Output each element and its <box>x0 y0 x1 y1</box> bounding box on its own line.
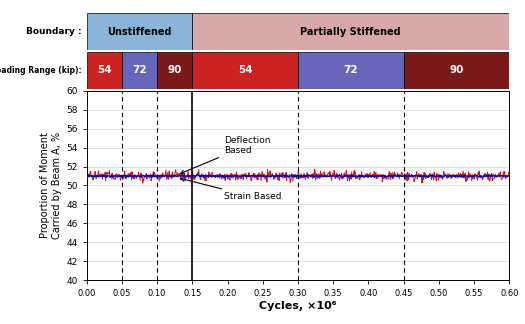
Bar <box>87 52 122 89</box>
Text: Unstiffened: Unstiffened <box>107 27 172 37</box>
X-axis label: Cycles, ×10⁶: Cycles, ×10⁶ <box>259 301 337 311</box>
Bar <box>404 52 509 89</box>
Text: Deflection
Based: Deflection Based <box>181 136 270 174</box>
Bar <box>192 13 509 50</box>
Bar <box>298 52 404 89</box>
Text: 72: 72 <box>132 65 147 75</box>
Bar <box>157 52 192 89</box>
Bar <box>87 13 192 50</box>
Bar <box>122 52 157 89</box>
Text: 90: 90 <box>167 65 182 75</box>
Y-axis label: Proportion of Moment
Carried by Beam A, %: Proportion of Moment Carried by Beam A, … <box>40 132 62 239</box>
Text: 72: 72 <box>343 65 358 75</box>
Text: Partially Stiffened: Partially Stiffened <box>300 27 401 37</box>
Text: Strain Based: Strain Based <box>181 178 281 201</box>
Text: 54: 54 <box>238 65 253 75</box>
Text: 54: 54 <box>97 65 111 75</box>
Bar <box>192 52 298 89</box>
Text: Loading Range (kip):: Loading Range (kip): <box>0 66 81 75</box>
Text: 90: 90 <box>449 65 464 75</box>
Text: Boundary :: Boundary : <box>26 27 81 36</box>
